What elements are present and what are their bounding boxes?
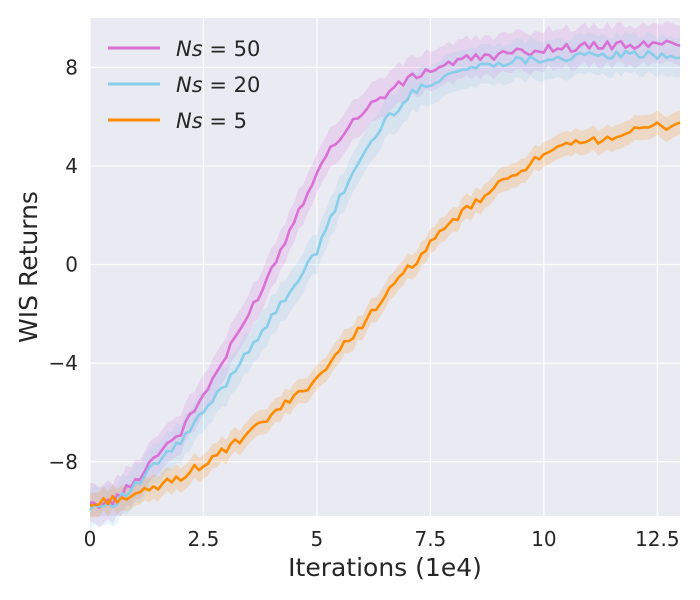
confidence-bands	[90, 21, 680, 530]
y-tick-label: 8	[65, 55, 78, 79]
x-axis-label: Iterations (1e4)	[288, 553, 482, 582]
series-lines	[89, 39, 681, 511]
y-tick-label: −4	[49, 351, 78, 375]
band-20	[90, 31, 680, 530]
x-tick-label: 10	[531, 527, 556, 551]
x-axis-ticks: 0 2.5 5 7.5 10 12.5	[84, 527, 680, 551]
grid-lines	[89, 18, 680, 516]
legend-label: Ns = 20	[176, 73, 260, 97]
y-axis-ticks: −8 −4 0 4 8	[49, 55, 78, 473]
legend-label: Ns = 50	[176, 37, 260, 61]
x-tick-label: 0	[84, 527, 97, 551]
series-line-5	[89, 121, 681, 507]
x-tick-label: 5	[311, 527, 324, 551]
x-tick-label: 12.5	[635, 527, 680, 551]
legend-label: Ns = 5	[176, 109, 247, 133]
legend: Ns = 50 Ns = 20 Ns = 5	[108, 37, 260, 133]
y-tick-label: −8	[49, 450, 78, 474]
series-line-50	[89, 39, 681, 510]
band-50	[90, 21, 680, 528]
series-line-20	[89, 49, 681, 511]
y-tick-label: 4	[65, 154, 78, 178]
x-tick-label: 2.5	[188, 527, 220, 551]
y-tick-label: 0	[65, 253, 78, 277]
y-axis-label: WIS Returns	[14, 191, 43, 343]
x-tick-label: 7.5	[414, 527, 446, 551]
